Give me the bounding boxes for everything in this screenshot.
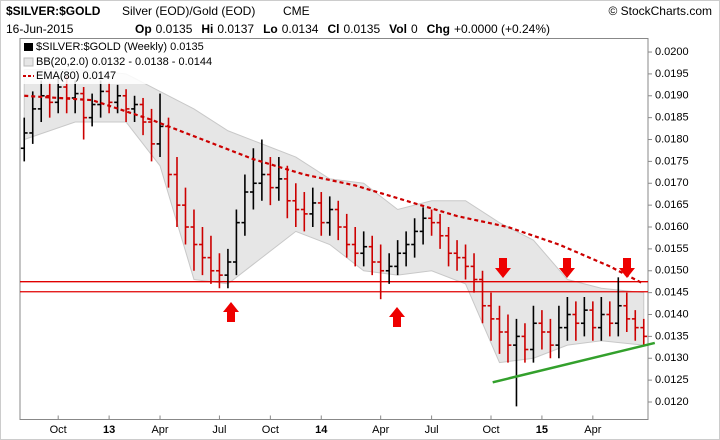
y-tick-label: 0.0195 xyxy=(655,68,689,80)
quote: Op 0.0135 Hi 0.0137 Lo 0.0134 Cl 0.0135 Vol 0 Chg +… xyxy=(135,22,550,36)
x-tick-label: Jul xyxy=(212,424,226,436)
y-tick-label: 0.0135 xyxy=(655,330,689,342)
y-tick-label: 0.0155 xyxy=(655,243,689,255)
legend-box xyxy=(21,40,266,84)
x-tick-label: Oct xyxy=(262,424,279,436)
quote-label: Vol xyxy=(389,22,407,36)
y-tick-label: 0.0185 xyxy=(655,112,689,124)
up-arrow xyxy=(389,307,405,327)
y-tick-label: 0.0120 xyxy=(655,396,689,408)
y-tick-label: 0.0180 xyxy=(655,133,689,145)
quote-label: Lo xyxy=(263,22,278,36)
ema-line xyxy=(24,94,645,285)
x-tick-label: Apr xyxy=(151,424,168,436)
x-tick-label: 14 xyxy=(315,424,328,436)
up-arrow xyxy=(223,302,239,322)
y-tick-label: 0.0175 xyxy=(655,155,689,167)
x-tick-label: Jul xyxy=(425,424,439,436)
x-tick-label: Oct xyxy=(50,424,67,436)
down-arrow xyxy=(495,258,511,278)
down-arrow xyxy=(619,258,635,278)
legend-label: EMA(80) 0.0147 xyxy=(36,70,116,82)
quote-value: 0.0135 xyxy=(156,22,193,36)
exchange: CME xyxy=(283,4,310,18)
quote-value: 0.0134 xyxy=(282,22,319,36)
legend-label: $SILVER:$GOLD (Weekly) 0.0135 xyxy=(36,41,204,53)
y-tick-label: 0.0160 xyxy=(655,221,689,233)
y-tick-label: 0.0200 xyxy=(655,46,689,58)
quote-value: 0 xyxy=(411,22,418,36)
x-tick-label: Apr xyxy=(584,424,601,436)
quote-label: Cl xyxy=(327,22,339,36)
legend: $SILVER:$GOLD (Weekly) 0.0135 BB(20,2.0) … xyxy=(21,40,266,84)
trendline xyxy=(492,341,656,384)
x-tick-label: 15 xyxy=(536,424,548,436)
quote-value: +0.0000 (+0.24%) xyxy=(454,22,550,36)
x-tick-label: 13 xyxy=(103,424,115,436)
y-tick-label: 0.0145 xyxy=(655,287,689,299)
legend-swatch xyxy=(23,57,34,67)
quote-label: Op xyxy=(135,22,152,36)
y-tick-label: 0.0150 xyxy=(655,265,689,277)
quote-value: 0.0135 xyxy=(343,22,380,36)
y-tick-label: 0.0125 xyxy=(655,374,689,386)
quote-label: Hi xyxy=(201,22,213,36)
date: 16-Jun-2015 xyxy=(6,22,74,36)
description: Silver (EOD)/Gold (EOD) xyxy=(122,4,255,18)
plot xyxy=(20,69,656,407)
y-tick-label: 0.0190 xyxy=(655,90,689,102)
quote-value: 0.0137 xyxy=(217,22,254,36)
y-tick-label: 0.0130 xyxy=(655,352,689,364)
symbol: $SILVER:$GOLD xyxy=(6,4,101,18)
x-tick-label: Apr xyxy=(372,424,389,436)
down-arrow xyxy=(559,258,575,278)
quote-label: Chg xyxy=(427,22,450,36)
legend-label: BB(20,2.0) 0.0132 - 0.0138 - 0.0144 xyxy=(36,56,212,68)
copyright: © StockCharts.com xyxy=(608,4,712,18)
x-tick-label: Oct xyxy=(482,424,499,436)
y-tick-label: 0.0165 xyxy=(655,199,689,211)
y-tick-label: 0.0170 xyxy=(655,177,689,189)
y-tick-label: 0.0140 xyxy=(655,308,689,320)
legend-swatch xyxy=(24,43,33,51)
annotations xyxy=(223,258,635,327)
